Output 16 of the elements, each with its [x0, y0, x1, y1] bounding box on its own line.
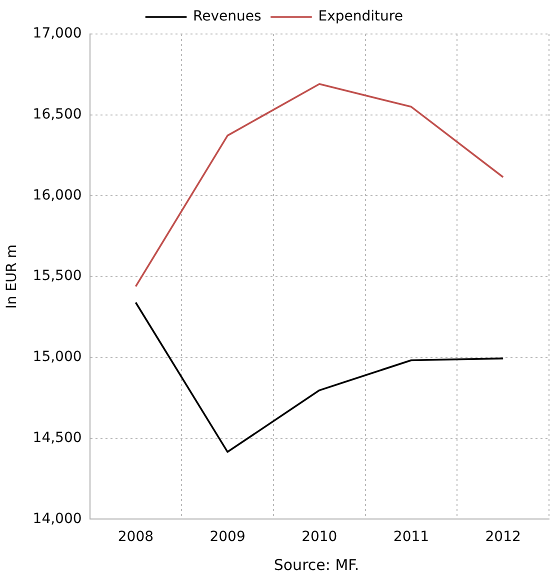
y-tick-label: 17,000	[32, 26, 82, 42]
y-tick-label: 16,500	[32, 106, 82, 123]
legend-label: Expenditure	[318, 8, 403, 25]
source-note: Source: MF.	[272, 556, 360, 574]
x-tick-label: 2011	[393, 529, 430, 546]
legend-label: Revenues	[193, 8, 262, 25]
y-tick-label: 15,500	[32, 268, 82, 284]
y-tick-label: 14,500	[32, 430, 82, 446]
x-tick-label: 2012	[485, 529, 521, 546]
x-tick-label: 2010	[302, 529, 338, 546]
x-tick-label: 2008	[118, 529, 154, 546]
y-tick-label: 16,000	[32, 187, 82, 204]
x-tick-label: 2009	[210, 529, 246, 546]
y-axis-title: In EUR m	[4, 244, 20, 309]
y-tick-label: 14,000	[32, 510, 82, 527]
y-tick-label: 15,000	[32, 349, 82, 366]
